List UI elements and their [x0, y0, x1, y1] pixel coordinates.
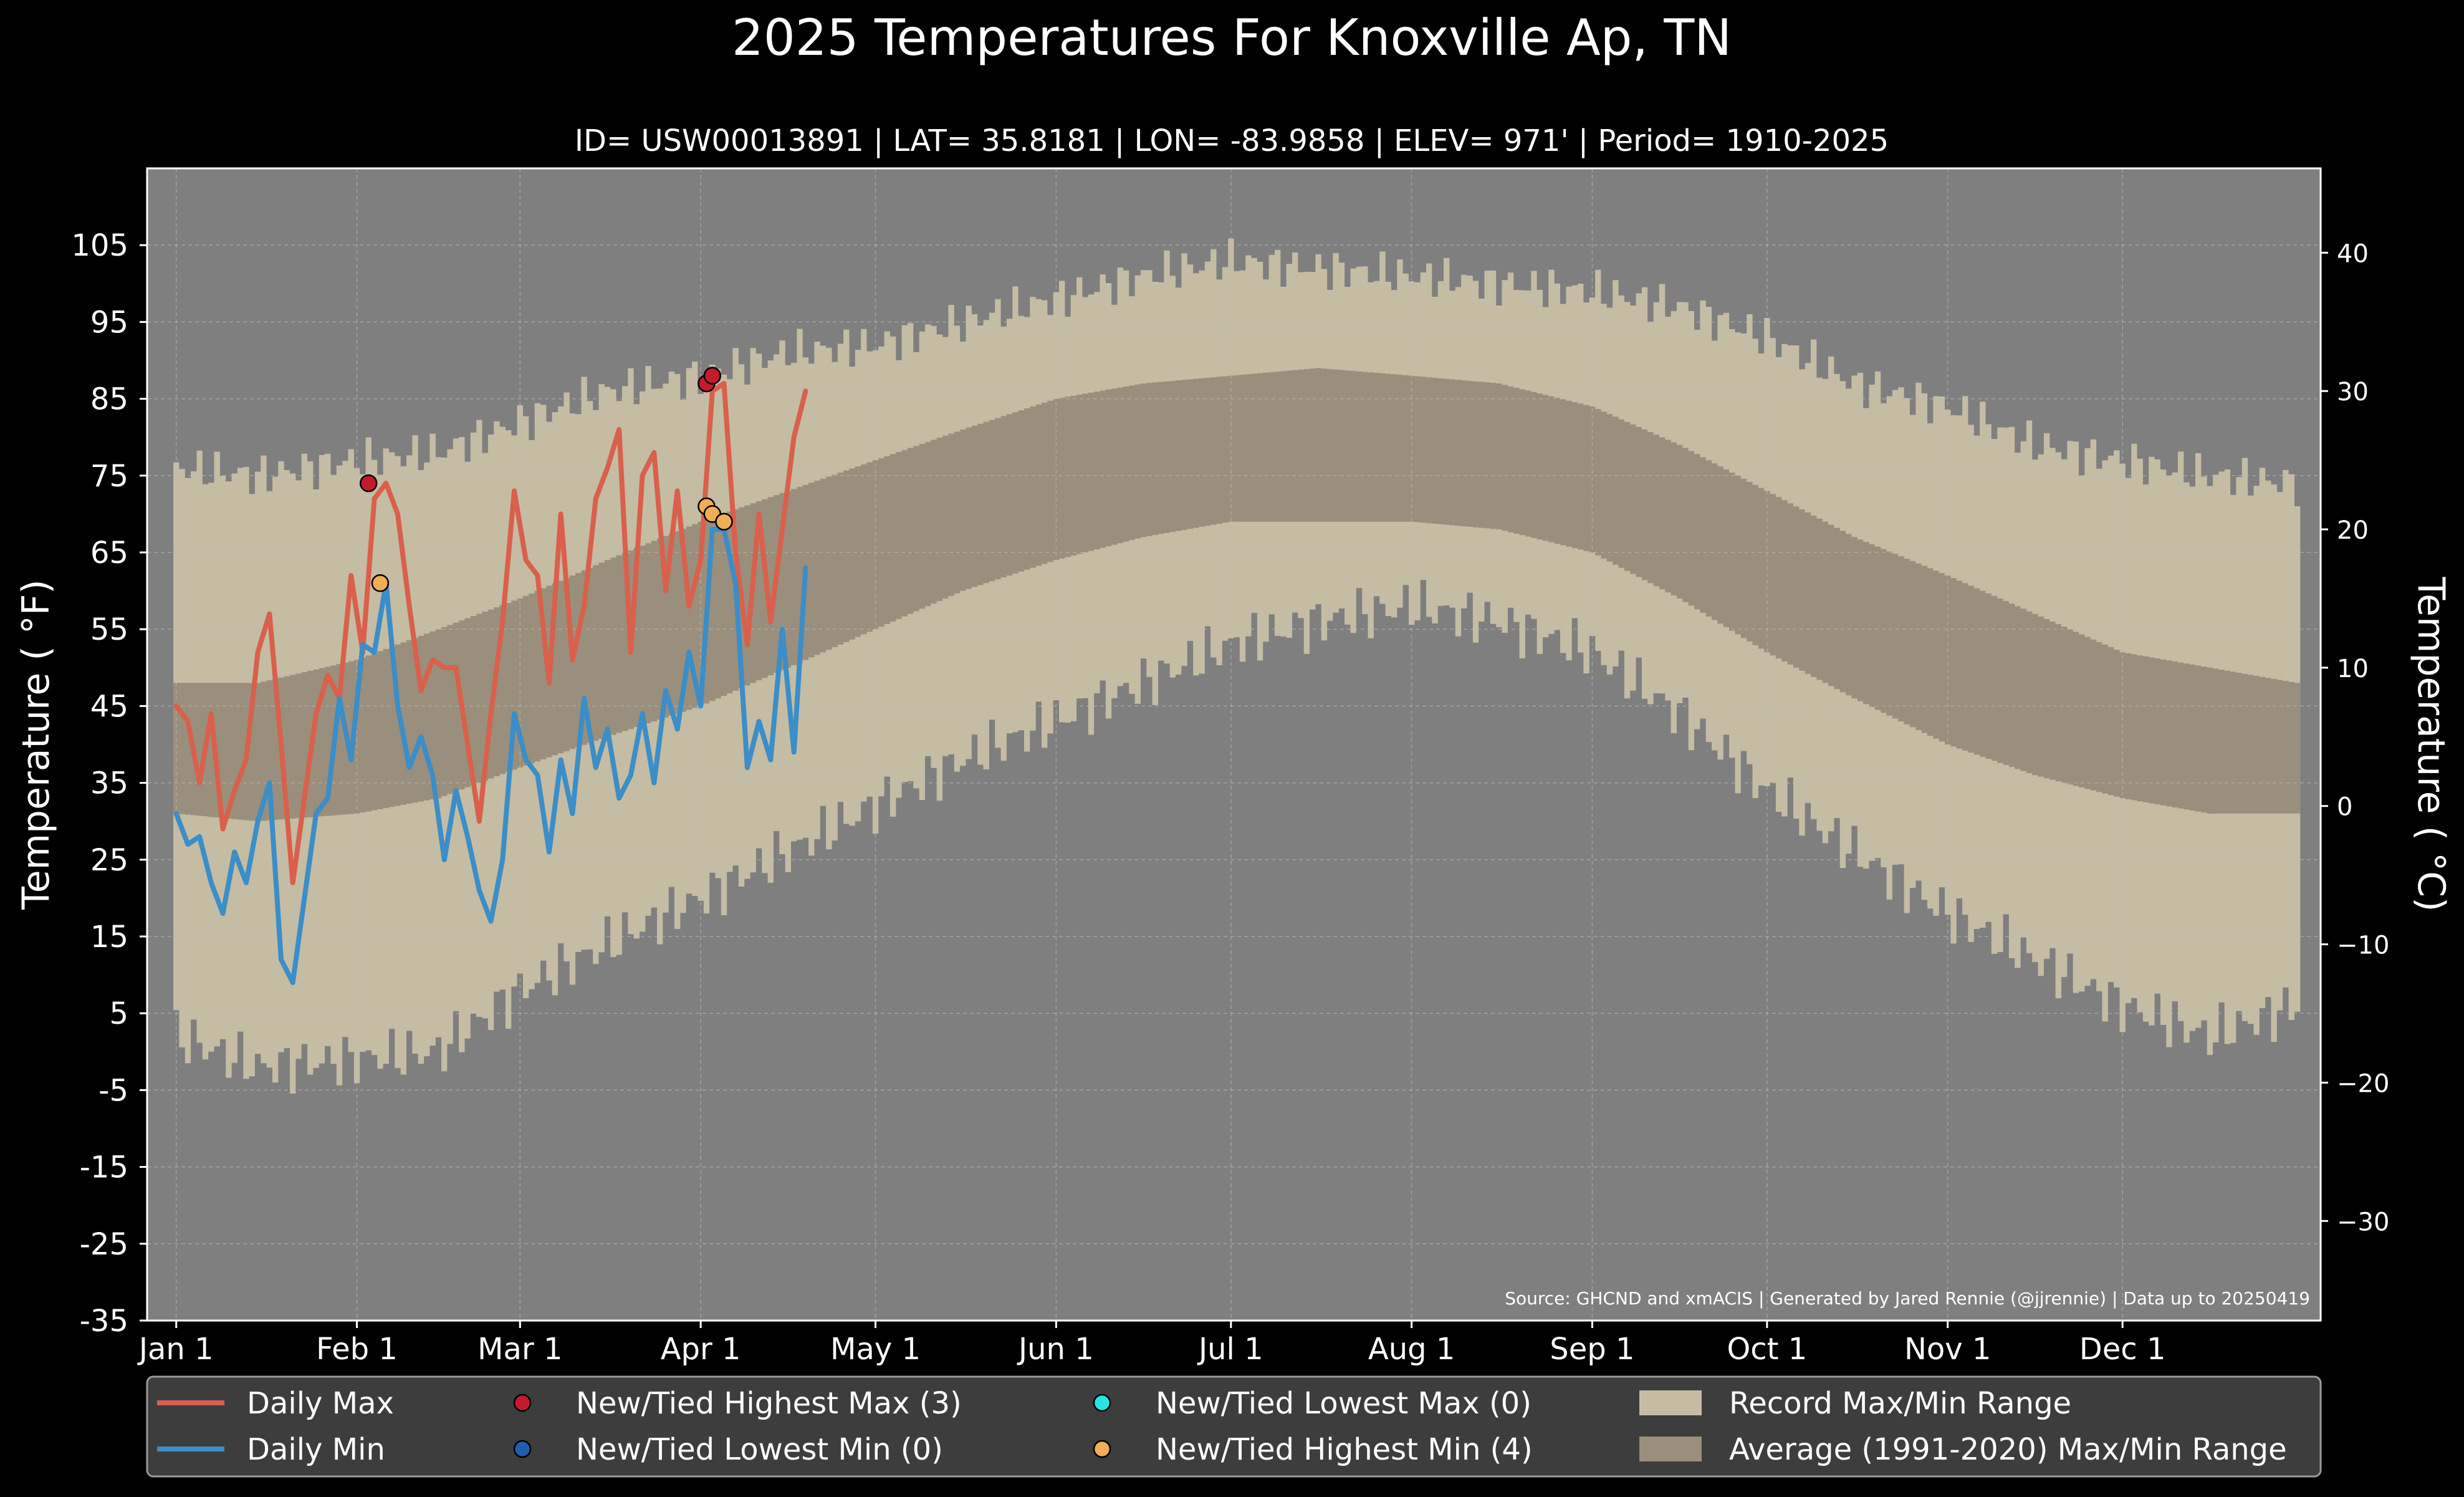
source-note: Source: GHCND and xmACIS | Generated by … [1505, 1288, 2310, 1309]
legend-label-daily-max: Daily Max [247, 1386, 394, 1421]
y-tick-label: 45 [90, 689, 128, 724]
plot-frame [146, 167, 2322, 1322]
y-axis-right: −30 −20 −10 0 10 20 30 40 [2321, 239, 2389, 1236]
legend-label-record-max-min-range: Record Max/Min Range [1729, 1386, 2071, 1421]
chart-title: 2025 Temperatures For Knoxville Ap, TN [732, 9, 1732, 67]
record-marker [359, 474, 378, 493]
legend-swatch-new-tied-highest-max-3 [513, 1394, 532, 1412]
y-tick-label: -25 [80, 1227, 128, 1262]
x-axis: Jan 1 Feb 1 Mar 1 Apr 1 May 1 Jun 1 Jul 1 Aug 1… [137, 1321, 2166, 1367]
x-tick-label: Sep 1 [1550, 1332, 1634, 1367]
legend-label-new-tied-highest-min-4: New/Tied Highest Min (4) [1156, 1432, 1533, 1467]
legend-swatch-average-1991-2020-max-min-range [1639, 1437, 1702, 1461]
y-tick-label: 95 [90, 305, 128, 340]
x-tick-label: Jan 1 [137, 1332, 214, 1367]
series-lines [173, 381, 808, 985]
y-right-tick-label: −30 [2337, 1208, 2389, 1236]
y-right-tick-label: −10 [2337, 931, 2389, 960]
legend-label-new-tied-lowest-max-0: New/Tied Lowest Max (0) [1156, 1386, 1532, 1421]
y-tick-label: 25 [90, 843, 128, 878]
record-range-band [173, 238, 2301, 1094]
legend-label-daily-min: Daily Min [247, 1432, 385, 1467]
legend-label-new-tied-lowest-min-0: New/Tied Lowest Min (0) [576, 1432, 943, 1467]
x-tick-label: May 1 [830, 1332, 921, 1367]
y-right-tick-label: 20 [2337, 516, 2369, 545]
y-tick-label: 5 [109, 996, 128, 1031]
x-tick-label: Mar 1 [477, 1332, 562, 1367]
record-marker [715, 513, 733, 531]
x-tick-label: Feb 1 [316, 1332, 398, 1367]
legend-swatch-new-tied-lowest-max-0 [1093, 1394, 1111, 1412]
legend-box [146, 1375, 2322, 1478]
y-tick-label: 75 [90, 459, 128, 494]
legend-label-average-1991-2020-max-min-range: Average (1991-2020) Max/Min Range [1729, 1432, 2287, 1467]
x-tick-label: Aug 1 [1368, 1332, 1455, 1367]
y-right-tick-label: 40 [2337, 239, 2369, 268]
legend-swatch-new-tied-lowest-min-0 [513, 1440, 532, 1458]
y-right-tick-label: 10 [2337, 655, 2369, 683]
y-right-tick-label: −20 [2337, 1069, 2389, 1098]
daily-min-line [173, 527, 808, 985]
y-tick-label: -35 [80, 1304, 128, 1339]
y-tick-label: 105 [71, 228, 128, 263]
y-axis-label-left: Temperature ( °F) [14, 579, 58, 910]
x-tick-label: Oct 1 [1727, 1332, 1807, 1367]
y-tick-label: -5 [98, 1073, 128, 1108]
record-markers [359, 367, 733, 592]
record-marker [703, 367, 722, 385]
legend-swatch-new-tied-highest-min-4 [1093, 1440, 1111, 1458]
y-tick-label: 55 [90, 612, 128, 647]
y-tick-label: -15 [80, 1150, 128, 1185]
x-tick-label: Jun 1 [1017, 1332, 1094, 1367]
chart-subtitle: ID= USW00013891 | LAT= 35.8181 | LON= -8… [575, 123, 1889, 158]
y-tick-label: 15 [90, 920, 128, 955]
y-axis-left: -35 -25 -15 -5 5 15 25 35 45 55 65 75 85 95 105 [71, 228, 147, 1339]
x-tick-label: Dec 1 [2079, 1332, 2166, 1367]
y-tick-label: 65 [90, 536, 128, 570]
y-right-tick-label: 30 [2337, 378, 2369, 407]
x-tick-label: Jul 1 [1197, 1332, 1263, 1367]
y-tick-label: 35 [90, 766, 128, 801]
y-right-tick-label: 0 [2337, 793, 2352, 822]
record-marker [371, 574, 390, 592]
average-range-band [173, 368, 2301, 822]
legend-swatch-record-max-min-range [1639, 1390, 1702, 1415]
y-tick-label: 85 [90, 382, 128, 417]
x-tick-label: Nov 1 [1904, 1332, 1991, 1367]
y-axis-label-right: Temperature ( °C) [2409, 577, 2453, 912]
legend-label-new-tied-highest-max-3: New/Tied Highest Max (3) [576, 1386, 962, 1421]
daily-max-line [173, 381, 808, 885]
x-tick-label: Apr 1 [661, 1332, 741, 1367]
legend: Daily Max Daily Min New/Tied Highest Max (… [146, 1375, 2322, 1478]
